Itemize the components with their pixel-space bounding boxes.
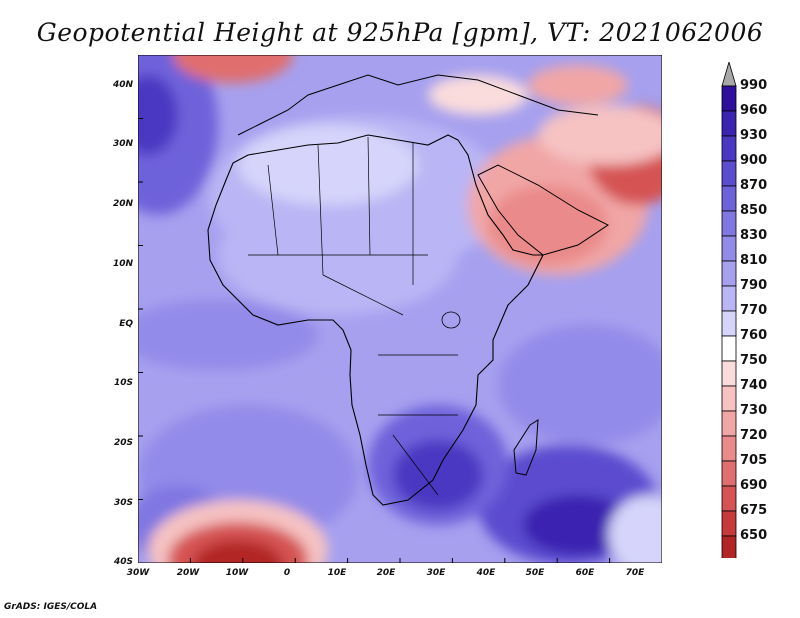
colorbar-over-arrow [721, 62, 737, 87]
colorbar-label-830: 830 [740, 228, 768, 243]
lat-label-20n: 20N [112, 199, 133, 209]
colorbar-box-930 [721, 135, 737, 162]
africa-coastline [207, 134, 544, 506]
colorbar-label-870: 870 [740, 178, 768, 193]
colorbar-box-675 [721, 510, 737, 537]
colorbar-label-720: 720 [740, 428, 768, 443]
colorbar-box-900 [721, 160, 737, 187]
lon-label-10e: 10E [327, 568, 347, 578]
lake-victoria [441, 311, 461, 329]
colorbar-box-650 [721, 535, 737, 558]
map-title: Geopotential Height at 925hPa [gpm], VT:… [36, 18, 764, 47]
colorbar-label-810: 810 [740, 253, 768, 268]
lon-label-20e: 20E [376, 568, 396, 578]
colorbar-label-960: 960 [740, 103, 768, 118]
colorbar-label-760: 760 [740, 328, 768, 343]
colorbar-label-740: 740 [740, 378, 768, 393]
colorbar [721, 62, 737, 558]
credit-text: GrADS: IGES/COLA [4, 602, 98, 612]
colorbar-label-930: 930 [740, 128, 768, 143]
lon-label-0: 0 [283, 568, 291, 578]
lon-label-60e: 60E [575, 568, 595, 578]
colorbar-label-790: 790 [740, 278, 768, 293]
lon-label-20w: 20W [176, 568, 200, 578]
arabia-coastline [477, 164, 609, 256]
colorbar-label-705: 705 [740, 453, 768, 468]
colorbar-label-690: 690 [740, 478, 768, 493]
colorbar-box-730 [721, 410, 737, 437]
colorbar-label-750: 750 [740, 353, 768, 368]
map-ticks [138, 55, 662, 563]
lat-label-10n: 10N [112, 259, 133, 269]
colorbar-label-990: 990 [740, 78, 768, 93]
lat-label-40s: 40S [113, 557, 133, 567]
colorbar-box-830 [721, 235, 737, 262]
country-borders [248, 136, 458, 496]
colorbar-label-675: 675 [740, 503, 768, 518]
colorbar-box-750 [721, 360, 737, 387]
colorbar-box-990 [721, 85, 737, 112]
lat-label-10s: 10S [113, 378, 133, 388]
lat-label-20s: 20S [113, 438, 133, 448]
madagascar-coastline [513, 419, 539, 476]
lat-label-40n: 40N [112, 80, 133, 90]
lon-label-70e: 70E [625, 568, 645, 578]
lon-label-30e: 30E [426, 568, 446, 578]
lon-label-30w: 30W [126, 568, 150, 578]
lat-label-30s: 30S [113, 498, 133, 508]
lon-label-10w: 10W [225, 568, 249, 578]
lat-label-30n: 30N [112, 139, 133, 149]
colorbar-box-720 [721, 435, 737, 462]
colorbar-box-810 [721, 260, 737, 287]
colorbar-box-960 [721, 110, 737, 137]
lon-label-50e: 50E [525, 568, 545, 578]
europe-coastline [237, 74, 599, 136]
colorbar-label-850: 850 [740, 203, 768, 218]
colorbar-box-740 [721, 385, 737, 412]
colorbar-box-705 [721, 460, 737, 487]
colorbar-box-770 [721, 310, 737, 337]
colorbar-box-850 [721, 210, 737, 237]
colorbar-label-730: 730 [740, 403, 768, 418]
lon-label-40e: 40E [476, 568, 496, 578]
colorbar-box-870 [721, 185, 737, 212]
colorbar-label-770: 770 [740, 303, 768, 318]
lat-label-eq: EQ [119, 319, 133, 329]
colorbar-box-760 [721, 335, 737, 362]
colorbar-box-790 [721, 285, 737, 312]
colorbar-box-690 [721, 485, 737, 512]
colorbar-label-650: 650 [740, 528, 768, 543]
colorbar-label-900: 900 [740, 153, 768, 168]
geopotential-map [138, 55, 662, 563]
